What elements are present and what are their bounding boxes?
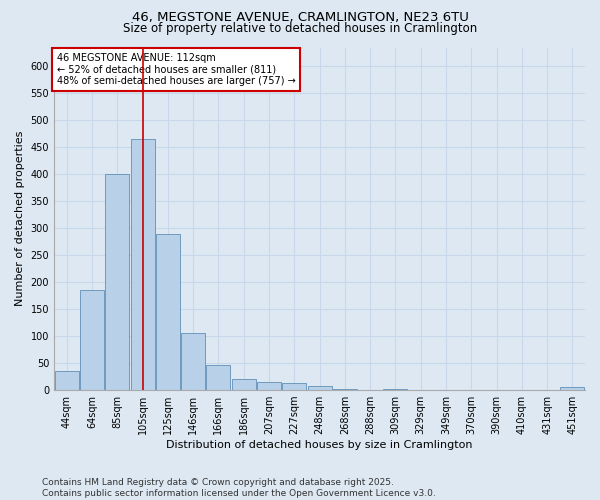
Bar [333,389,357,390]
Bar [156,234,180,390]
Bar [181,334,205,390]
Text: 46 MEGSTONE AVENUE: 112sqm
← 52% of detached houses are smaller (811)
48% of sem: 46 MEGSTONE AVENUE: 112sqm ← 52% of deta… [56,52,295,86]
Y-axis label: Number of detached properties: Number of detached properties [15,131,25,306]
Text: Size of property relative to detached houses in Cramlington: Size of property relative to detached ho… [123,22,477,35]
Bar [55,371,79,390]
Bar [206,364,230,390]
X-axis label: Distribution of detached houses by size in Cramlington: Distribution of detached houses by size … [166,440,473,450]
Bar [308,386,332,390]
Bar [131,139,155,390]
Bar [105,174,129,390]
Text: 46, MEGSTONE AVENUE, CRAMLINGTON, NE23 6TU: 46, MEGSTONE AVENUE, CRAMLINGTON, NE23 6… [131,11,469,24]
Bar [282,383,306,390]
Text: Contains HM Land Registry data © Crown copyright and database right 2025.
Contai: Contains HM Land Registry data © Crown c… [42,478,436,498]
Bar [232,380,256,390]
Bar [80,290,104,390]
Bar [383,389,407,390]
Bar [560,388,584,390]
Bar [257,382,281,390]
